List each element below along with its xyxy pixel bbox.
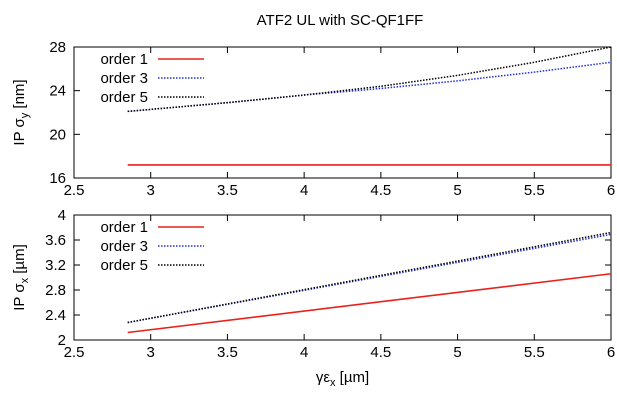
x-tick-label: 3.5 <box>217 344 238 361</box>
x-tick-label: 3.5 <box>217 182 238 199</box>
legend-label: order 5 <box>100 257 148 274</box>
x-tick-label: 5.5 <box>524 182 545 199</box>
legend-label: order 3 <box>100 238 148 255</box>
y-axis-label: IP σx [µm] <box>11 244 31 310</box>
y-tick-label: 3.2 <box>45 257 66 274</box>
series-line-2 <box>127 61 612 113</box>
x-axis-label: γεx [µm] <box>316 369 369 389</box>
chart-title: ATF2 UL with SC-QF1FF <box>257 12 424 29</box>
x-tick-label: 2.5 <box>64 344 85 361</box>
x-tick-label: 3 <box>147 182 155 199</box>
y-tick-label: 2.4 <box>45 307 66 324</box>
plot-frame <box>73 214 612 341</box>
chart-panel-1: 2.5 3 3.5 4 4.5 5 5.5 6 16 20 24 28 IP σy [nm] order … <box>11 39 615 199</box>
y-tick-label: 2 <box>58 332 66 349</box>
y-tick-label: 16 <box>49 170 66 187</box>
x-tick-label: 4 <box>300 182 308 199</box>
y-tick-label: 20 <box>49 126 66 143</box>
x-tick-label: 5 <box>453 344 461 361</box>
x-tick-label: 4.5 <box>370 182 391 199</box>
x-tick-label: 2.5 <box>64 182 85 199</box>
x-tick-label: 6 <box>607 344 615 361</box>
series-line-3 <box>127 231 612 324</box>
plot-frame <box>73 46 612 179</box>
y-tick-label: 28 <box>49 39 66 56</box>
x-tick-label: 5.5 <box>524 344 545 361</box>
legend: order 1 order 3 order 5 <box>100 219 204 274</box>
y-tick-label: 3.6 <box>45 232 66 249</box>
series-line-1 <box>127 272 612 334</box>
x-tick-label: 5 <box>453 182 461 199</box>
y-axis-label: IP σy [nm] <box>11 79 31 145</box>
legend-label: order 1 <box>100 219 148 236</box>
legend-label: order 5 <box>100 89 148 106</box>
chart-panel-2: 2.5 3 3.5 4 4.5 5 5.5 6 2 2.4 2.8 3.2 3.6 4 IP σx [µm]… <box>11 207 615 389</box>
x-tick-label: 4 <box>300 344 308 361</box>
y-tick-label: 4 <box>58 207 66 224</box>
legend-label: order 3 <box>100 70 148 87</box>
y-tick-label: 2.8 <box>45 282 66 299</box>
x-tick-label: 3 <box>147 344 155 361</box>
series-line-3 <box>127 46 612 113</box>
series-line-2 <box>127 233 612 324</box>
legend-label: order 1 <box>100 51 148 68</box>
x-tick-label: 6 <box>607 182 615 199</box>
y-tick-label: 24 <box>49 83 66 100</box>
x-tick-label: 4.5 <box>370 344 391 361</box>
legend: order 1 order 3 order 5 <box>100 51 204 106</box>
